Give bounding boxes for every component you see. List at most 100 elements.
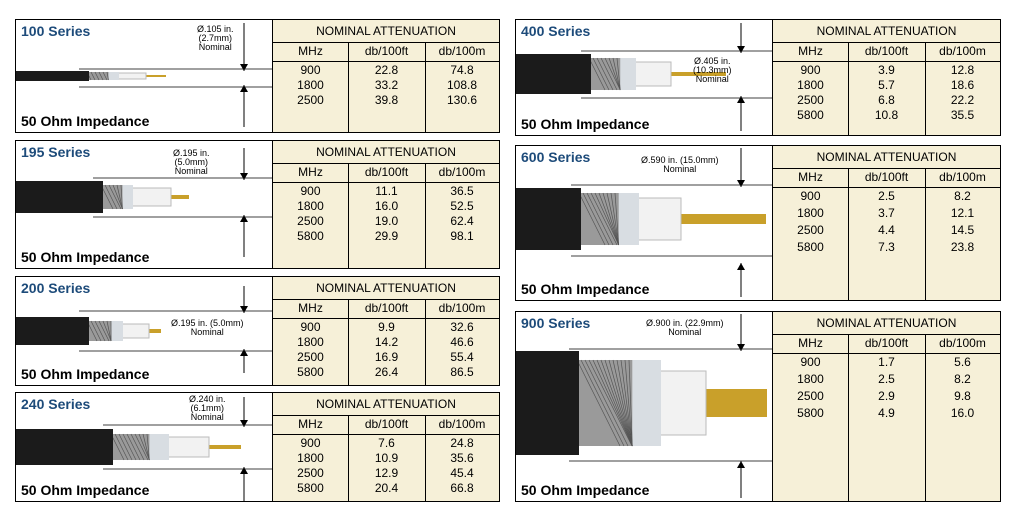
table-cell: 10.8 <box>874 108 899 122</box>
table-cell: 8.2 <box>954 189 971 203</box>
braid-strand <box>98 71 104 81</box>
column-divider <box>348 299 349 385</box>
series-card-240: 240 Series Ø.240 in. (6.1mm) Nominal 50 Ohm … <box>15 392 500 502</box>
table-cell: 18.6 <box>950 78 975 92</box>
table-cell: 35.6 <box>450 451 474 465</box>
table-cell: 35.5 <box>950 108 975 122</box>
column-header: MHz <box>798 44 823 58</box>
table-cell: 108.8 <box>446 78 478 92</box>
braid-strand <box>108 184 122 210</box>
impedance-label: 50 Ohm Impedance <box>21 249 150 265</box>
diameter-label-line: Ø.590 in. (15.0mm) <box>641 155 719 165</box>
column-divider <box>425 299 426 385</box>
column-header: MHz <box>298 44 323 58</box>
table-cell: 16.0 <box>950 406 975 420</box>
table-cell: 2500 <box>797 223 824 237</box>
column-header: db/100m <box>939 336 986 350</box>
braid-strand <box>594 192 620 246</box>
braid-strand <box>94 320 106 342</box>
dielectric <box>658 370 707 436</box>
braid-strand <box>120 184 123 210</box>
column-header: db/100ft <box>364 44 409 58</box>
center-conductor <box>144 75 166 77</box>
table-cell: 2500 <box>797 389 824 403</box>
column-divider <box>848 168 849 300</box>
diameter-label-line: Ø.195 in. (5.0mm) <box>171 318 244 328</box>
table-cell: 6.8 <box>878 93 895 107</box>
table-cell: 10.9 <box>374 451 399 465</box>
column-header: MHz <box>298 417 323 431</box>
diameter-label-line: Nominal <box>668 327 702 337</box>
table-cell: 130.6 <box>446 93 478 107</box>
braid-strand <box>112 184 123 210</box>
column-header: MHz <box>798 336 823 350</box>
series-title: 900 Series <box>521 315 591 331</box>
table-cell: 5800 <box>297 229 324 243</box>
arrow-up-head <box>737 461 745 468</box>
braid-strand <box>106 71 109 81</box>
column-header-row <box>773 168 1000 188</box>
braid-strand <box>600 359 633 447</box>
braid-strand <box>116 184 123 210</box>
table-cell: 5800 <box>297 481 324 495</box>
dielectric <box>166 436 210 458</box>
table-cell: 5800 <box>797 108 824 122</box>
dielectric <box>636 197 682 241</box>
column-header: db/100m <box>438 417 486 431</box>
table-cell: 1800 <box>797 372 824 386</box>
coax-cable-illustration <box>516 23 774 131</box>
table-cell: 900 <box>300 184 321 198</box>
table-cell: 23.8 <box>950 240 975 254</box>
column-header: db/100m <box>939 170 986 184</box>
braid-strand <box>608 57 621 91</box>
table-cell: 22.8 <box>374 63 399 77</box>
diameter-label-line: Nominal <box>663 164 697 174</box>
diameter-label-line: Nominal <box>198 42 232 52</box>
braid-strand <box>106 320 112 342</box>
braid-strand <box>590 192 618 246</box>
coax-cable-illustration <box>16 286 274 373</box>
table-cell: 4.4 <box>878 223 895 237</box>
table-cell: 8.2 <box>954 372 971 386</box>
table-cell: 46.6 <box>450 335 474 349</box>
braid-strand <box>584 359 629 447</box>
coax-cable-illustration <box>16 23 274 127</box>
braid-strand <box>90 71 96 81</box>
column-divider <box>848 42 849 135</box>
series-title: 240 Series <box>21 396 91 412</box>
table-cell: 2.9 <box>878 389 895 403</box>
table-header: NOMINAL ATTENUATION <box>773 146 1000 169</box>
cable-jacket <box>516 54 591 94</box>
diameter-label-line: (6.1mm) <box>190 403 225 413</box>
table-header: NOMINAL ATTENUATION <box>273 141 499 164</box>
braid-strand <box>606 192 620 246</box>
attenuation-table: NOMINAL ATTENUATION MHz db/100ft db/100m 900… <box>772 20 1000 135</box>
braid-strand <box>602 192 620 246</box>
arrow-up-head <box>737 263 745 270</box>
diameter-label-line: Nominal <box>190 327 224 337</box>
table-cell: 11.1 <box>375 184 398 198</box>
cable-jacket <box>16 317 89 345</box>
braid-strand <box>142 433 150 461</box>
table-cell: 86.5 <box>450 365 474 379</box>
table-cell: 9.9 <box>378 320 395 334</box>
dielectric <box>116 72 147 80</box>
diameter-label-line: (2.7mm) <box>198 33 233 43</box>
table-cell: 3.9 <box>878 63 895 77</box>
series-card-900: 900 Series Ø.900 in. (22.9mm) Nominal 50 Oh… <box>515 311 1001 502</box>
table-cell: 29.9 <box>374 229 399 243</box>
diameter-label-line: Ø.105 in. <box>197 24 234 34</box>
table-cell: 900 <box>800 355 821 369</box>
table-cell: 62.4 <box>450 214 474 228</box>
table-cell: 12.1 <box>950 206 975 220</box>
table-cell: 5800 <box>797 240 824 254</box>
series-card-195: 195 Series Ø.195 in. (5.0mm) Nominal 50 Ohm … <box>15 140 500 269</box>
table-header: NOMINAL ATTENUATION <box>273 393 499 416</box>
column-divider <box>925 334 926 501</box>
diameter-label-line: Nominal <box>190 412 224 422</box>
braid-strand <box>610 192 620 246</box>
series-card-200: 200 Series Ø.195 in. (5.0mm) Nominal 50 Ohm… <box>15 276 500 386</box>
table-cell: 3.7 <box>878 206 895 220</box>
table-cell: 7.6 <box>378 436 395 450</box>
braid-strand <box>114 433 129 461</box>
